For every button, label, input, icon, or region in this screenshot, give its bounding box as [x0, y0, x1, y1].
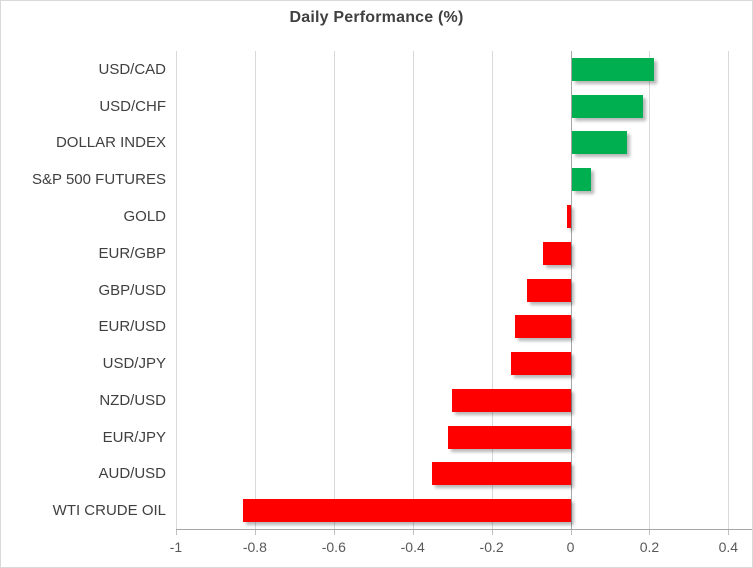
category-label-gbp-usd: GBP/USD [98, 281, 166, 299]
x-tick-label: 0.2 [639, 539, 660, 555]
gridline [412, 51, 414, 529]
bar-wti-crude-oil [243, 499, 571, 523]
bar-usd-jpy [511, 352, 571, 376]
x-tick-label: -0.6 [321, 539, 346, 555]
bar-aud-usd [432, 462, 571, 486]
category-label-usd-jpy: USD/JPY [102, 355, 166, 373]
category-label-dollar-index: DOLLAR INDEX [55, 134, 166, 152]
x-tick-label: -0.8 [242, 539, 267, 555]
category-label-eur-gbp: EUR/GBP [98, 244, 166, 262]
x-tick-label: 0.4 [718, 539, 739, 555]
category-label-eur-jpy: EUR/JPY [102, 428, 166, 446]
x-tick-label: -0.2 [479, 539, 504, 555]
gridline [176, 51, 177, 529]
x-tick-label: 0 [566, 539, 575, 555]
category-label-eur-usd: EUR/USD [98, 318, 166, 336]
category-label-gold: GOLD [123, 207, 166, 225]
category-label-usd-chf: USD/CHF [99, 97, 166, 115]
axis-tick-mark [491, 530, 493, 535]
bar-nzd-usd [452, 388, 571, 412]
gridline [491, 51, 493, 529]
category-label-s-p-500-futures: S&P 500 FUTURES [32, 171, 166, 189]
axis-tick-mark [570, 530, 572, 535]
bar-eur-gbp [542, 241, 571, 265]
gridline [333, 51, 335, 529]
bar-eur-jpy [448, 425, 571, 449]
bar-gold [566, 204, 571, 228]
x-tick-label: -0.4 [400, 539, 425, 555]
axis-tick-mark [333, 530, 335, 535]
plot-area [176, 51, 752, 529]
bar-dollar-index [571, 131, 627, 155]
bar-s-p-500-futures [571, 168, 592, 192]
axis-tick-mark [176, 530, 177, 535]
axis-tick-mark [254, 530, 256, 535]
axis-tick-mark [412, 530, 414, 535]
gridline [254, 51, 256, 529]
category-label-nzd-usd: NZD/USD [99, 391, 166, 409]
gridline [728, 51, 730, 529]
x-tick-label: -1 [169, 539, 183, 555]
zero-axis-line [570, 51, 572, 529]
category-axis-labels: USD/CAD USD/CHF DOLLAR INDEX S&P 500 FUTURE… [1, 51, 166, 529]
gridline [649, 51, 651, 529]
bar-eur-usd [515, 315, 571, 339]
bar-usd-chf [571, 94, 643, 118]
bar-usd-cad [571, 57, 655, 81]
category-label-usd-cad: USD/CAD [98, 60, 166, 78]
category-label-wti-crude-oil: WTI CRUDE OIL [52, 502, 166, 520]
chart-title: Daily Performance (%) [289, 9, 464, 26]
category-label-aud-usd: AUD/USD [98, 465, 166, 483]
x-axis-line [176, 529, 752, 530]
axis-tick-mark [649, 530, 651, 535]
bar-gbp-usd [527, 278, 571, 302]
axis-tick-mark [728, 530, 730, 535]
